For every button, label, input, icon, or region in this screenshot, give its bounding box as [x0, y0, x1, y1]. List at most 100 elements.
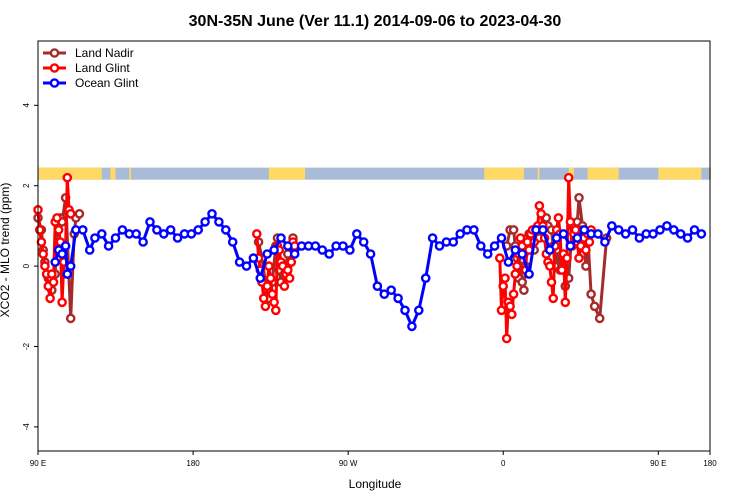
x-tick-label-3: 0 [501, 459, 506, 468]
x-tick-label-0: 90 E [30, 459, 46, 468]
point-ocean-glint-70 [510, 245, 521, 255]
point-land-glint-3 [38, 249, 49, 259]
point-ocean-glint-77 [558, 229, 569, 239]
point-ocean-glint-29 [227, 237, 238, 247]
point-ocean-glint-19 [158, 229, 169, 239]
point-land-glint-72 [545, 261, 555, 271]
point-land-nadir-65 [594, 313, 605, 324]
point-land-glint-30 [269, 297, 279, 308]
point-ocean-glint-25 [200, 217, 210, 227]
point-land-nadir-59 [574, 192, 584, 203]
point-land-glint-1 [34, 225, 45, 235]
point-ocean-glint-43 [324, 249, 335, 259]
point-land-glint-36 [279, 281, 290, 292]
point-ocean-glint-42 [317, 245, 328, 255]
point-land-glint-27 [264, 261, 274, 271]
land-band-segment-8 [658, 167, 702, 180]
point-ocean-glint-32 [248, 253, 259, 263]
point-ocean-glint-55 [407, 321, 417, 332]
point-ocean-glint-8 [84, 245, 95, 255]
point-land-glint-29 [267, 289, 278, 300]
point-land-glint-77 [553, 213, 564, 223]
point-ocean-glint-59 [434, 241, 445, 251]
point-ocean-glint-92 [662, 221, 672, 231]
point-land-glint-66 [534, 200, 545, 211]
point-ocean-glint-83 [600, 237, 610, 247]
point-ocean-glint-93 [669, 225, 679, 235]
point-ocean-glint-75 [545, 245, 555, 255]
point-land-glint-95 [584, 237, 595, 247]
point-ocean-glint-80 [579, 225, 590, 235]
point-ocean-glint-31 [241, 261, 252, 271]
point-ocean-glint-5 [65, 261, 76, 271]
legend-marker-land-glint [49, 63, 60, 73]
y-tick-label-4: -4 [22, 423, 31, 431]
point-land-glint-82 [562, 253, 572, 263]
point-land-glint-73 [546, 277, 557, 288]
point-ocean-glint-76 [551, 233, 562, 243]
point-ocean-glint-36 [276, 233, 286, 243]
legend-item-land-nadir: Land Nadir [43, 46, 134, 60]
plot-frame [37, 40, 711, 452]
point-ocean-glint-95 [682, 233, 693, 243]
point-ocean-glint-10 [97, 229, 107, 239]
point-ocean-glint-54 [400, 305, 410, 316]
point-ocean-glint-33 [255, 273, 266, 284]
point-ocean-glint-27 [214, 217, 224, 227]
point-ocean-glint-0 [50, 257, 61, 267]
point-ocean-glint-94 [675, 229, 686, 239]
point-ocean-glint-65 [475, 241, 486, 251]
point-ocean-glint-47 [351, 229, 362, 239]
point-land-glint-74 [548, 293, 559, 304]
point-land-glint-81 [560, 297, 571, 308]
point-land-glint-50 [506, 309, 517, 320]
point-ocean-glint-26 [207, 208, 217, 219]
point-land-glint-8 [47, 269, 57, 279]
point-ocean-glint-28 [220, 225, 231, 235]
legend-marker-land-nadir [49, 48, 60, 58]
x-tick-label-4: 90 E [650, 459, 666, 468]
land-band-segment-3 [268, 167, 306, 180]
point-ocean-glint-23 [186, 229, 197, 239]
point-land-glint-79 [557, 265, 567, 275]
land-band-segment-7 [587, 167, 619, 180]
point-ocean-glint-41 [310, 241, 321, 251]
point-land-nadir-11 [65, 313, 76, 324]
point-ocean-glint-64 [469, 225, 479, 235]
point-ocean-glint-21 [172, 233, 183, 243]
point-land-nadir-30 [508, 225, 519, 235]
point-ocean-glint-84 [607, 221, 617, 231]
point-ocean-glint-45 [338, 241, 348, 251]
point-land-glint-9 [48, 277, 59, 288]
point-ocean-glint-17 [145, 217, 155, 227]
point-ocean-glint-48 [358, 237, 369, 247]
series-layer [33, 172, 707, 344]
legend-marker-ocean-glint [49, 78, 60, 88]
legend-label-land-nadir: Land Nadir [75, 46, 134, 60]
point-land-glint-7 [45, 293, 55, 304]
point-ocean-glint-37 [282, 241, 293, 251]
land-band-segment-1 [110, 167, 116, 180]
point-ocean-glint-71 [517, 249, 528, 259]
y-tick-label-0: 4 [22, 103, 31, 108]
x-tick-label-1: 180 [186, 459, 200, 468]
land-band-segment-4 [484, 167, 524, 180]
point-land-glint-52 [510, 269, 521, 279]
point-land-glint-39 [284, 273, 295, 284]
point-land-nadir-36 [519, 285, 529, 296]
point-land-glint-84 [565, 217, 576, 227]
point-ocean-glint-69 [503, 257, 514, 267]
point-ocean-glint-91 [655, 225, 665, 235]
point-ocean-glint-88 [634, 233, 645, 243]
point-land-nadir-61 [581, 261, 591, 271]
point-ocean-glint-62 [455, 229, 466, 239]
point-ocean-glint-56 [413, 305, 424, 316]
point-ocean-glint-34 [262, 249, 273, 259]
point-ocean-glint-58 [427, 233, 438, 243]
point-ocean-glint-35 [269, 245, 279, 255]
land-band-segment-2 [129, 167, 132, 180]
point-ocean-glint-66 [482, 249, 493, 259]
legend-label-ocean-glint: Ocean Glint [75, 76, 139, 90]
y-axis-label: XCO2 - MLO trend (ppm) [0, 183, 12, 318]
point-ocean-glint-4 [62, 269, 73, 279]
